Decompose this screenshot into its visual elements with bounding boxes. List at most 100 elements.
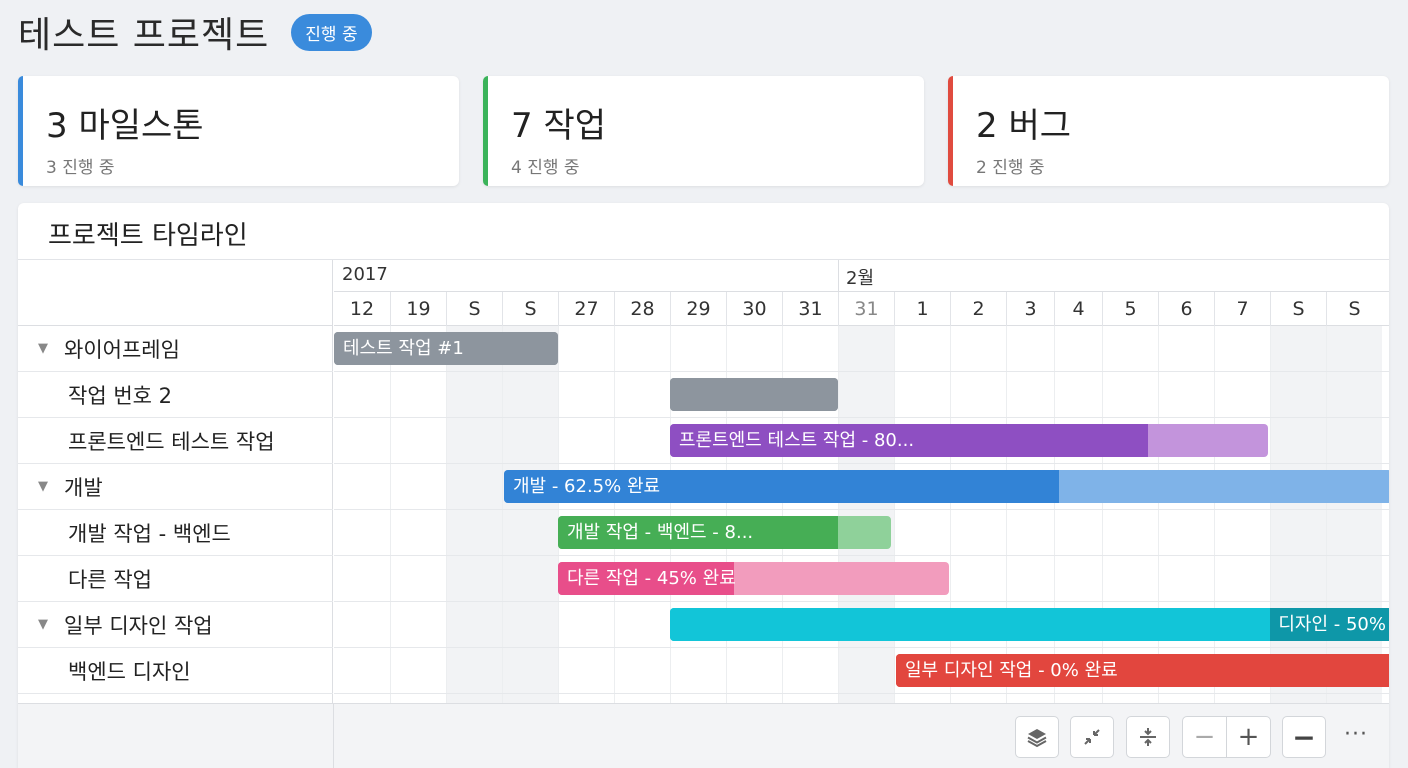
grid-row-line — [334, 463, 1389, 464]
day-label: 7 — [1214, 292, 1270, 326]
day-label: 1 — [894, 292, 950, 326]
grid-row-line — [334, 647, 1389, 648]
stat-value: 7 작업 — [511, 106, 606, 146]
gantt-chart: 2017 2월 12 19 S S 27 28 29 30 31 31 1 2 3 4 5 6 7 S S 테스트 작… — [334, 260, 1389, 768]
plus-icon: + — [1237, 722, 1260, 752]
gantt-bar-label: 프론트엔드 테스트 작업 - 80... — [679, 430, 915, 451]
day-label: 29 — [670, 292, 726, 326]
grid-column-line — [1270, 326, 1271, 704]
gantt-bar-progress — [670, 608, 1389, 641]
stat-subtext: 3 진행 중 — [46, 158, 115, 178]
task-group-row[interactable]: ▼ 와이어프레임 — [18, 326, 333, 372]
task-row[interactable]: 백엔드 디자인 — [18, 648, 333, 694]
zoom-in-button[interactable]: + — [1226, 717, 1270, 757]
weekend-shade — [446, 326, 502, 768]
more-options-button[interactable]: ··· — [1344, 722, 1368, 747]
more-icon: ··· — [1344, 722, 1368, 747]
gantt-bar[interactable]: 개발 - 62.5% 완료 — [504, 470, 1389, 503]
gantt-bar[interactable]: 디자인 - 50% — [670, 608, 1389, 641]
page-title: 테스트 프로젝트 — [18, 15, 270, 56]
grid-column-line — [950, 326, 951, 704]
fit-to-screen-button[interactable] — [1126, 716, 1170, 758]
grid-row-line — [334, 509, 1389, 510]
day-label: 28 — [614, 292, 670, 326]
gantt-bar-progress — [558, 516, 838, 549]
collapse-button[interactable] — [1070, 716, 1114, 758]
grid-column-line — [558, 326, 559, 704]
grid-column-line — [1158, 326, 1159, 704]
grid-column-line — [1102, 326, 1103, 704]
grid-column-line — [670, 326, 671, 704]
month-label: 2017 — [342, 264, 388, 285]
gantt-bar[interactable] — [670, 378, 838, 411]
gantt-bar-label: 일부 디자인 작업 - 0% 완료 — [905, 660, 1118, 681]
grid-row-line — [334, 693, 1389, 694]
day-label: 31 — [838, 292, 894, 326]
day-label: 31 — [782, 292, 838, 326]
stat-accent — [948, 76, 953, 186]
stat-card-bugs[interactable]: 2 버그 2 진행 중 — [948, 76, 1389, 186]
zoom-controls: − + — [1182, 716, 1271, 758]
caret-down-icon[interactable]: ▼ — [38, 479, 48, 494]
stat-accent — [483, 76, 488, 186]
gantt-bar[interactable]: 다른 작업 - 45% 완료 — [558, 562, 949, 595]
stat-card-milestones[interactable]: 3 마일스톤 3 진행 중 — [18, 76, 459, 186]
caret-down-icon[interactable]: ▼ — [38, 617, 48, 632]
grid-row-line — [334, 601, 1389, 602]
day-label: 12 — [349, 298, 375, 320]
gantt-bar-label: 테스트 작업 #1 — [343, 338, 464, 359]
weekend-shade — [502, 326, 558, 768]
task-label: 개발 — [64, 475, 103, 500]
gantt-bar[interactable]: 프론트엔드 테스트 작업 - 80... — [670, 424, 1268, 457]
grid-column-line — [726, 326, 727, 704]
timeline-title: 프로젝트 타임라인 — [48, 221, 248, 251]
task-row[interactable]: 다른 작업 — [18, 556, 333, 602]
day-header: 12 19 S S 27 28 29 30 31 31 1 2 3 4 5 6 7 S S — [334, 292, 1389, 326]
gantt-bar[interactable]: 개발 작업 - 백엔드 - 8... — [558, 516, 891, 549]
grid-column-line — [782, 326, 783, 704]
day-label: S — [1326, 292, 1382, 326]
vertical-fit-icon — [1140, 728, 1156, 746]
grid-column-line — [894, 326, 895, 704]
stat-value: 2 버그 — [976, 106, 1071, 146]
gantt-bar-progress — [504, 470, 1059, 503]
stat-subtext: 2 진행 중 — [976, 158, 1045, 178]
task-row[interactable]: 프론트엔드 테스트 작업 — [18, 418, 333, 464]
task-row[interactable]: 작업 번호 2 — [18, 372, 333, 418]
timeline-panel: 프로젝트 타임라인 ▼ 와이어프레임 작업 번호 2 프론트엔드 테스트 작업 ▼ 개발 개… — [18, 203, 1389, 768]
stats-row: 3 마일스톤 3 진행 중 7 작업 4 진행 중 2 버그 2 진행 중 — [18, 76, 1389, 186]
day-label: S — [446, 292, 502, 326]
day-label: S — [502, 292, 558, 326]
gantt-bar-progress — [670, 378, 838, 411]
weekend-shade — [1326, 326, 1382, 768]
day-label: 5 — [1102, 292, 1158, 326]
grid-column-line — [838, 326, 839, 704]
task-group-row[interactable]: ▼ 일부 디자인 작업 — [18, 602, 333, 648]
day-label: 30 — [726, 292, 782, 326]
grid-column-line — [1006, 326, 1007, 704]
remove-button[interactable]: − — [1282, 716, 1326, 758]
day-label: 4 — [1054, 292, 1102, 326]
task-row[interactable]: 개발 작업 - 백엔드 — [18, 510, 333, 556]
layers-button[interactable] — [1015, 716, 1059, 758]
task-label: 다른 작업 — [68, 567, 152, 592]
gantt-bar-progress — [670, 424, 1149, 457]
grid-row-line — [334, 371, 1389, 372]
stat-card-tasks[interactable]: 7 작업 4 진행 중 — [483, 76, 924, 186]
gantt-bar-label: 개발 작업 - 백엔드 - 8... — [567, 522, 754, 543]
grid-column-line — [502, 326, 503, 704]
caret-down-icon[interactable]: ▼ — [38, 341, 48, 356]
weekend-shade — [1270, 326, 1326, 768]
gantt-bar[interactable]: 테스트 작업 #1 — [334, 332, 558, 365]
task-group-row[interactable]: ▼ 개발 — [18, 464, 333, 510]
zoom-out-button[interactable]: − — [1183, 717, 1226, 757]
task-label: 와이어프레임 — [64, 337, 180, 362]
gantt-bar[interactable]: 일부 디자인 작업 - 0% 완료 — [896, 654, 1389, 687]
month-divider — [838, 260, 839, 292]
task-label: 작업 번호 2 — [68, 383, 172, 408]
day-label: 2 — [950, 292, 1006, 326]
task-label: 백엔드 디자인 — [68, 659, 191, 684]
gantt-toolbar: − + − ··· — [18, 703, 1389, 768]
